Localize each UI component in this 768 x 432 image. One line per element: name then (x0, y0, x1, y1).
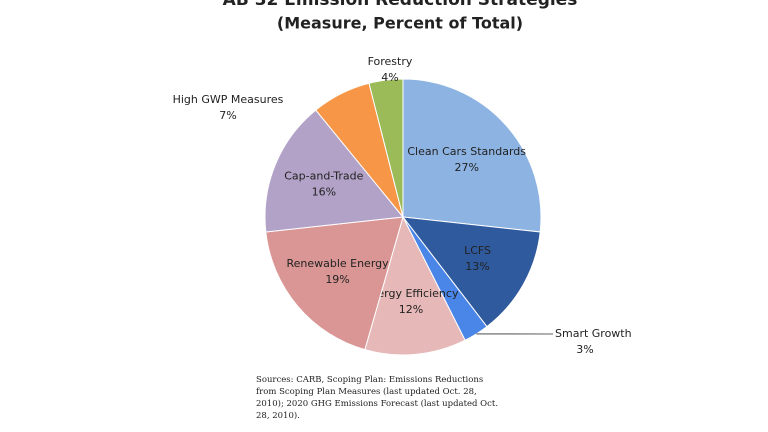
value-label: 12% (399, 303, 423, 316)
value-label: 13% (465, 260, 489, 273)
slice-label: High GWP Measures (173, 93, 284, 106)
chart-subtitle: (Measure, Percent of Total) (277, 14, 523, 33)
slice-label: Clean Cars Standards (407, 145, 526, 158)
value-label: 4% (381, 71, 398, 84)
pie-slice (402, 78, 542, 233)
slice-label: Energy Efficiency (363, 287, 458, 300)
pie-slice (265, 216, 404, 351)
slice-label: Forestry (368, 55, 413, 68)
pie-slice (264, 109, 404, 233)
slice-label: Renewable Energy (286, 257, 389, 270)
pie-slice (401, 216, 541, 328)
value-label: 7% (219, 109, 236, 122)
value-label: 3% (576, 343, 593, 356)
pie-slice (364, 215, 466, 356)
value-label: 19% (325, 273, 349, 286)
value-label: 27% (454, 161, 478, 174)
value-label: 16% (312, 186, 336, 199)
source-note: Sources: CARB, Scoping Plan: Emissions R… (256, 375, 499, 421)
slice-label: Cap-and-Trade (284, 170, 363, 183)
chart-title: AB 32 Emission Reduction Strategies (223, 0, 578, 10)
pie-slice (368, 78, 404, 218)
slice-label: Smart Growth (555, 327, 632, 340)
slice-label: LCFS (464, 244, 491, 257)
